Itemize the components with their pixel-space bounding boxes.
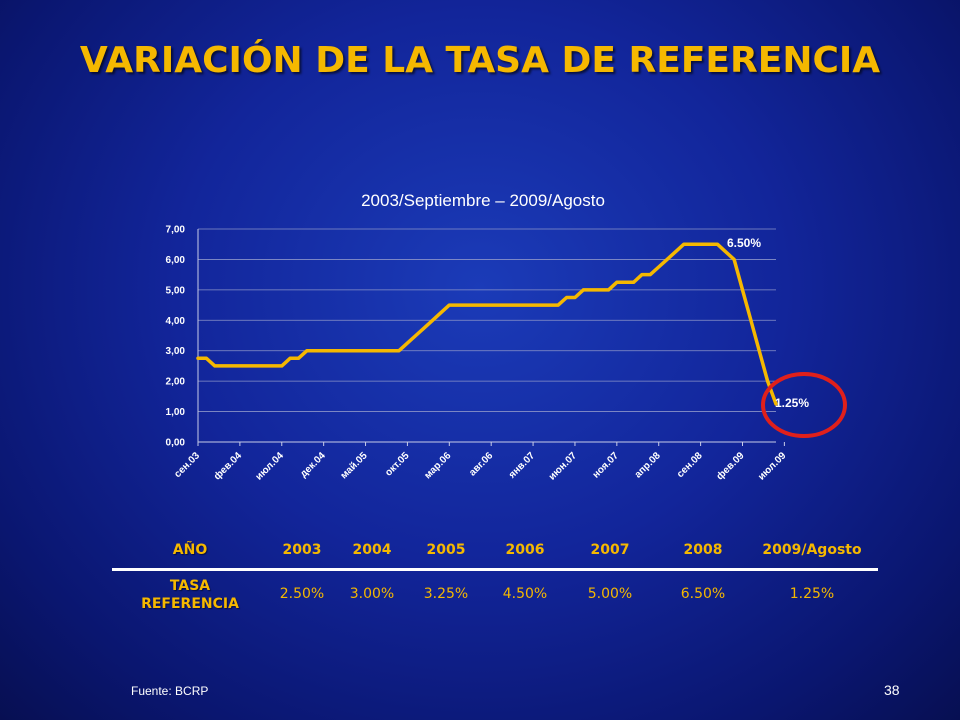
rate-line-chart: 0,00 1,00 2,00 3,00 4,00 5,00 6,00 7,00 сен.03 фе…: [166, 225, 847, 483]
current-rate-label: 1.25%: [775, 396, 809, 410]
x-tick-label: сен.08: [675, 450, 705, 480]
x-tick-label: мар.06: [422, 450, 453, 481]
x-tick-label: июл.09: [756, 450, 789, 483]
table-year-cell: 2004: [352, 542, 392, 558]
y-tick-label: 7,00: [166, 225, 186, 236]
x-tick-label: фев.04: [211, 449, 244, 482]
peak-rate-label: 6.50%: [727, 236, 761, 250]
table-rate-label-line2: REFERENCIA: [141, 596, 239, 612]
table-rate-cell: 1.25%: [789, 586, 835, 602]
y-tick-label: 5,00: [166, 285, 186, 296]
chart-title: 2003/Septiembre – 2009/Agosto: [361, 191, 605, 210]
x-tick-label: янв.07: [507, 450, 538, 481]
x-tick-label: май.05: [339, 450, 370, 481]
x-tick-label: ноя.07: [591, 450, 622, 481]
table-year-cell: 2008: [683, 542, 723, 558]
x-tick-label: июн.07: [547, 450, 580, 483]
x-tick-label: сен.03: [172, 450, 202, 480]
y-tick-label: 1,00: [166, 407, 186, 418]
source-note: Fuente: BCRP: [131, 684, 209, 698]
y-tick-label: 6,00: [166, 255, 186, 266]
y-tick-label: 4,00: [166, 316, 186, 327]
x-tick-label: апр.08: [633, 450, 663, 480]
table-year-header: AÑO: [172, 542, 208, 558]
table-year-cell: 2009/Agosto: [762, 542, 862, 558]
table-rate-label-line1: TASA: [169, 578, 211, 594]
table-year-cell: 2005: [426, 542, 466, 558]
table-divider: [112, 568, 878, 571]
y-tick-label: 2,00: [166, 377, 186, 388]
table-rate-label: TASA REFERENCIA: [110, 577, 270, 613]
table-year-cell: 2003: [282, 542, 322, 558]
highlight-circle: [761, 372, 847, 438]
table-rate-cell: 3.25%: [423, 586, 469, 602]
table-year-cell: 2007: [590, 542, 630, 558]
table-rate-cell: 3.00%: [349, 586, 395, 602]
table-rate-cell: 5.00%: [587, 586, 633, 602]
table-rate-cell: 6.50%: [680, 586, 726, 602]
x-tick-label: окт.05: [383, 450, 412, 479]
y-tick-label: 3,00: [166, 346, 186, 357]
table-year-cell: 2006: [505, 542, 545, 558]
x-tick-label: авг.06: [467, 450, 495, 478]
slide-title: VARIACIÓN DE LA TASA DE REFERENCIA: [79, 40, 881, 81]
table-rate-cell: 4.50%: [502, 586, 548, 602]
x-tick-label: дек.04: [298, 450, 328, 480]
table-rate-cell: 2.50%: [279, 586, 325, 602]
y-tick-label: 0,00: [166, 438, 186, 449]
x-tick-label: июл.04: [254, 450, 287, 483]
x-tick-label: фев.09: [714, 449, 747, 482]
rate-series-line: [196, 242, 778, 406]
page-number: 38: [884, 682, 900, 698]
